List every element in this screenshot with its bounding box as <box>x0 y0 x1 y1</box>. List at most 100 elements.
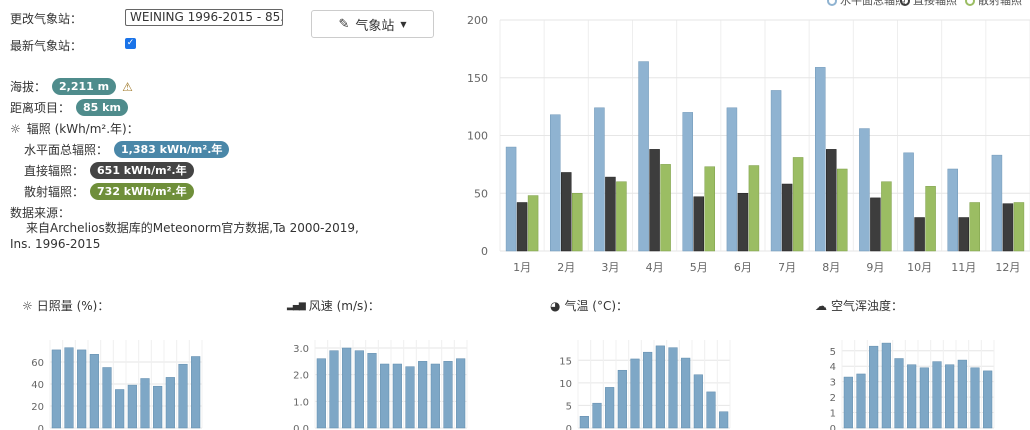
mini-bar <box>843 376 853 429</box>
bar-ghi <box>594 107 605 252</box>
y-tick-label: 3.0 <box>293 344 309 355</box>
mini-bar <box>127 384 137 429</box>
station-button[interactable]: ✎ 气象站 ▼ <box>311 10 434 38</box>
mini-bar <box>681 357 691 429</box>
irradiation-row: ☼ 辐照 (kWh/m².年)： <box>10 120 139 137</box>
mini-bar <box>856 373 866 429</box>
mini-bar <box>456 358 466 429</box>
mini-bar <box>706 391 716 429</box>
y-tick-label: 5 <box>566 401 572 412</box>
y-tick-label: 0.0 <box>293 424 309 430</box>
mini-bar <box>316 358 326 429</box>
bar-dhi <box>748 165 760 252</box>
ghi-label: 水平面总辐照： <box>24 143 109 157</box>
bar-dni <box>826 149 837 252</box>
y-tick-label: 4 <box>830 362 836 373</box>
x-tick-label: 4月 <box>646 261 664 274</box>
y-tick-label: 200 <box>467 14 488 27</box>
bar-dhi <box>616 181 627 252</box>
legend-label[interactable]: 散射辐照 <box>978 0 1022 7</box>
mini-bar <box>719 411 729 429</box>
temperature-chart: 0 5 10 15 <box>559 340 731 430</box>
bar-dni <box>649 149 660 252</box>
turbidity-chart: 0 1 2 3 4 5 <box>830 340 995 430</box>
warning-icon: ⚠ <box>122 79 133 94</box>
y-tick-label: 40 <box>31 380 44 391</box>
mini-bar <box>354 350 364 429</box>
latest-station-checkbox[interactable]: ✓ <box>125 38 136 49</box>
y-tick-label: 15 <box>559 356 572 367</box>
bar-dni <box>958 217 969 252</box>
temperature-title: ◕ 气温 (°C)： <box>550 297 628 314</box>
bar-ghi <box>947 168 958 252</box>
source-text: 来自Archelios数据库的Meteonorm官方数据,Ta 2000-201… <box>10 221 359 251</box>
temperature-title-text: 气温 (°C)： <box>564 299 629 313</box>
bar-dni <box>1002 203 1014 252</box>
mini-bar <box>191 356 201 429</box>
y-tick-label: 0 <box>566 424 572 430</box>
mini-bar <box>869 345 879 429</box>
y-tick-label: 5 <box>830 347 836 358</box>
station-select[interactable]: WEINING 1996-2015 - 85.( ▼ <box>125 9 283 26</box>
mini-bar <box>919 367 929 429</box>
y-tick-label: 0 <box>830 424 836 430</box>
bar-dni <box>693 196 704 252</box>
mini-bar <box>115 389 125 429</box>
bar-dni <box>870 197 881 252</box>
bar-ghi <box>859 128 870 252</box>
station-select-value: WEINING 1996-2015 - 85.( <box>130 10 283 24</box>
dhi-row: 散射辐照： 732 kWh/m².年 <box>24 183 194 200</box>
mini-bar <box>392 363 402 429</box>
bar-ghi <box>903 152 914 252</box>
sunshine-title: ☼ 日照量 (%)： <box>22 297 109 314</box>
bar-ghi <box>638 61 649 252</box>
bar-dni <box>914 217 925 252</box>
bar-ghi <box>991 154 1003 252</box>
altitude-label: 海拔： <box>10 80 47 94</box>
cloud-icon: ☁ <box>815 298 827 313</box>
y-tick-label: 2 <box>830 393 836 404</box>
station-button-label: 气象站 <box>355 18 395 34</box>
bar-dhi <box>925 186 936 252</box>
mini-bar <box>655 345 665 429</box>
mini-bar <box>51 349 61 429</box>
legend-label[interactable]: 水平面总辐照 <box>840 0 906 7</box>
sun-icon: ☼ <box>22 298 33 313</box>
mini-bar <box>592 402 602 429</box>
signal-icon: ▂▄▆ <box>287 300 306 311</box>
bar-dni <box>605 176 616 252</box>
dni-badge: 651 kWh/m².年 <box>90 162 194 179</box>
bar-ghi <box>726 107 738 252</box>
x-tick-label: 1月 <box>513 261 531 274</box>
bar-dhi <box>969 202 980 252</box>
turbidity-title-text: 空气浑浊度： <box>831 299 904 313</box>
bar-dni <box>781 183 793 252</box>
source-label: 数据来源： <box>10 206 71 220</box>
mini-bar <box>367 353 377 429</box>
y-tick-label: 60 <box>31 358 44 369</box>
y-tick-label: 0 <box>38 424 44 430</box>
mini-bar <box>957 359 967 429</box>
dashboard-icon: ◕ <box>550 298 561 313</box>
x-tick-label: 7月 <box>778 261 796 274</box>
mini-bar <box>668 347 678 429</box>
sunshine-title-text: 日照量 (%)： <box>36 299 110 313</box>
ghi-badge: 1,383 kWh/m².年 <box>114 141 230 158</box>
mini-bar <box>983 370 993 429</box>
legend-label[interactable]: 直接辐照 <box>913 0 957 7</box>
wind-chart: 0.0 1.0 2.0 3.0 <box>293 340 468 430</box>
bar-ghi <box>505 146 517 252</box>
distance-label: 距离项目： <box>10 101 71 115</box>
wind-title-text: 风速 (m/s)： <box>308 299 380 313</box>
mini-bar <box>932 361 942 429</box>
bar-dhi <box>660 164 671 252</box>
bar-dhi <box>837 168 848 252</box>
bar-dni <box>516 202 528 252</box>
bar-dhi <box>881 181 892 252</box>
mini-bar <box>894 358 904 429</box>
bar-ghi <box>815 67 826 252</box>
edit-icon: ✎ <box>338 16 350 32</box>
mini-bar <box>881 342 891 429</box>
latest-station-label: 最新气象站： <box>10 39 83 53</box>
bar-dhi <box>572 193 583 252</box>
